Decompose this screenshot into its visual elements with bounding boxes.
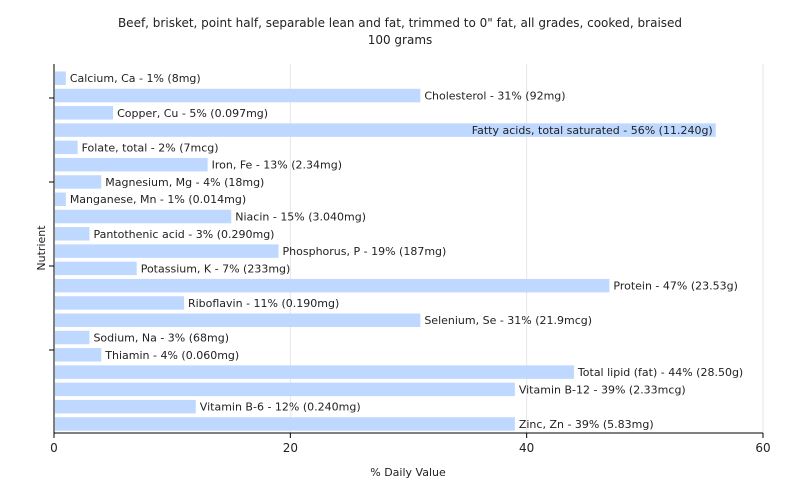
bar-5 (55, 157, 208, 172)
bar-16 (55, 348, 102, 362)
x-tick-labels: 0 20 40 60 (50, 441, 770, 455)
bar-label-16: Thiamin - 4% (0.060mg) (104, 349, 239, 362)
x-axis-label: % Daily Value (370, 466, 446, 479)
bar-14 (55, 313, 421, 327)
chart-title: Beef, brisket, point half, separable lea… (118, 16, 682, 30)
bar-13 (55, 296, 184, 310)
bar-15 (55, 330, 90, 345)
bar-8 (55, 209, 232, 224)
bar-label-17: Total lipid (fat) - 44% (28.50g) (577, 366, 743, 379)
axes-group (49, 64, 764, 438)
bar-label-10: Phosphorus, P - 19% (187mg) (283, 245, 447, 258)
bars-group: Calcium, Ca - 1% (8mg) Cholesterol - 31% … (55, 71, 743, 431)
bar-label-1: Cholesterol - 31% (92mg) (424, 90, 565, 103)
bar-label-18: Vitamin B-12 - 39% (2.33mcg) (519, 383, 686, 396)
bar-label-9: Pantothenic acid - 3% (0.290mg) (93, 228, 274, 241)
bar-label-15: Sodium, Na - 3% (68mg) (93, 332, 229, 345)
bar-label-6: Magnesium, Mg - 4% (18mg) (105, 176, 264, 189)
bar-19 (55, 399, 196, 414)
x-tick-label-1: 20 (283, 441, 298, 455)
bar-18 (55, 382, 515, 397)
x-tick-label-2: 40 (519, 441, 534, 455)
bar-7 (55, 192, 66, 206)
bar-2 (55, 106, 114, 120)
bar-label-0: Calcium, Ca - 1% (8mg) (70, 72, 201, 85)
bar-20 (55, 417, 515, 431)
bar-12 (55, 278, 610, 293)
bar-label-19: Vitamin B-6 - 12% (0.240mg) (200, 401, 361, 414)
bar-10 (55, 244, 279, 258)
x-tick-label-0: 0 (50, 441, 58, 455)
bar-label-3: Fatty acids, total saturated - 56% (11.2… (472, 124, 713, 137)
bar-label-20: Zinc, Zn - 39% (5.83mg) (519, 418, 654, 431)
bar-1 (55, 88, 421, 103)
bar-label-12: Protein - 47% (23.53g) (613, 280, 738, 293)
bar-11 (55, 261, 137, 276)
bar-label-2: Copper, Cu - 5% (0.097mg) (117, 107, 268, 120)
bar-label-8: Niacin - 15% (3.040mg) (235, 211, 366, 224)
bar-label-14: Selenium, Se - 31% (21.9mcg) (424, 314, 592, 327)
bar-label-5: Iron, Fe - 13% (2.34mg) (212, 159, 342, 172)
bar-label-7: Manganese, Mn - 1% (0.014mg) (70, 193, 246, 206)
x-tick-label-3: 60 (755, 441, 770, 455)
bar-17 (55, 365, 574, 379)
bar-label-11: Potassium, K - 7% (233mg) (141, 262, 291, 275)
chart-subtitle: 100 grams (368, 33, 433, 47)
bar-0 (55, 71, 66, 85)
bar-label-4: Folate, total - 2% (7mcg) (82, 141, 219, 154)
y-axis-label: Nutrient (35, 225, 48, 271)
bar-label-13: Riboflavin - 11% (0.190mg) (188, 297, 339, 310)
bar-9 (55, 227, 90, 241)
bar-6 (55, 175, 102, 189)
bar-4 (55, 140, 78, 155)
bar-3 (55, 123, 716, 137)
